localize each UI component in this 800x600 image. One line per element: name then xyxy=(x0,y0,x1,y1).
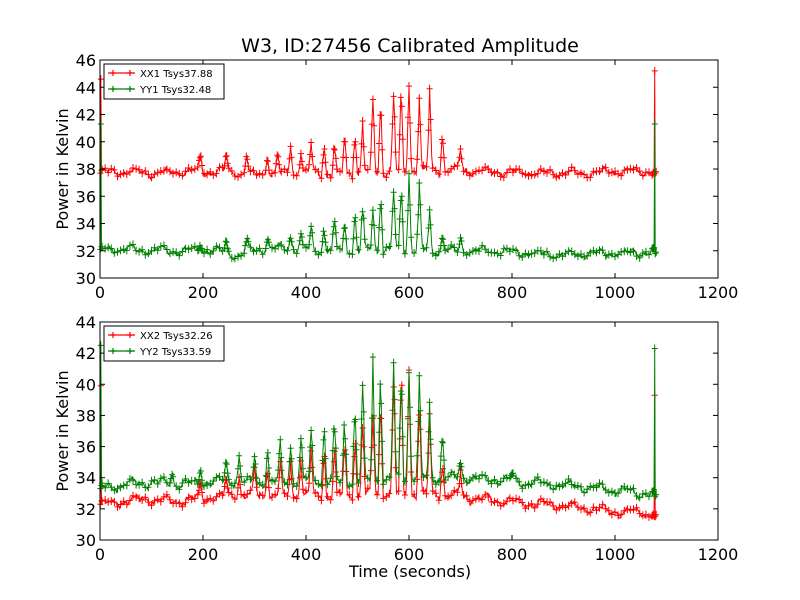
bottom-y-tick-label: 42 xyxy=(76,344,96,363)
bottom-x-tick-label: 800 xyxy=(497,545,528,564)
bottom-y-tick-label: 36 xyxy=(76,438,96,457)
bottom-legend: XX2 Tsys32.26 YY2 Tsys33.59 xyxy=(103,325,225,362)
top-y-tick-label: 40 xyxy=(76,133,96,152)
bottom-legend-box xyxy=(103,325,225,362)
top-y-tick-label: 32 xyxy=(76,242,96,261)
bottom-legend-label-yy2: YY2 Tsys33.59 xyxy=(139,347,211,358)
top-legend-marker-xx1 xyxy=(110,70,133,76)
top-legend-box xyxy=(103,63,225,100)
bottom-y-tick-label: 38 xyxy=(76,406,96,425)
bottom-x-tick-label: 200 xyxy=(188,545,219,564)
top-y-axis-label: Power in Kelvin xyxy=(53,108,72,229)
top-y-tick-label: 44 xyxy=(76,78,96,97)
top-x-tick-label: 800 xyxy=(497,283,528,302)
bottom-y-tick-label: 40 xyxy=(76,375,96,394)
top-x-tick-label: 200 xyxy=(188,283,219,302)
bottom-x-axis-label: Time (seconds) xyxy=(348,562,471,581)
top-x-tick-label: 400 xyxy=(291,283,322,302)
top-legend-label-xx1: XX1 Tsys37.88 xyxy=(140,69,213,80)
bottom-y-tick-label: 32 xyxy=(76,500,96,519)
top-legend-label-yy1: YY1 Tsys32.48 xyxy=(139,85,211,96)
top-y-tick-label: 30 xyxy=(76,269,96,288)
top-y-tick-label: 46 xyxy=(76,51,96,70)
bottom-axes: 0 200 400 600 800 1000 1200 30 32 34 36 38 40 42 44 xyxy=(76,313,739,564)
bottom-x-tick-label: 1000 xyxy=(595,545,636,564)
top-legend: XX1 Tsys37.88 YY1 Tsys32.48 xyxy=(103,63,225,100)
bottom-legend-marker-yy2 xyxy=(110,348,133,354)
bottom-y-axis-label: Power in Kelvin xyxy=(53,370,72,491)
top-legend-marker-yy1 xyxy=(110,86,133,92)
top-series-group xyxy=(97,66,660,263)
bottom-x-tick-label: 400 xyxy=(291,545,322,564)
top-x-tick-label: 1000 xyxy=(595,283,636,302)
top-x-tick-label: 1200 xyxy=(698,283,739,302)
bottom-y-tick-label: 34 xyxy=(76,469,96,488)
top-y-tick-label: 38 xyxy=(76,160,96,179)
bottom-x-tick-label: 0 xyxy=(95,545,105,564)
top-x-tick-label: 600 xyxy=(394,283,425,302)
bottom-y-tick-label: 44 xyxy=(76,313,96,332)
chart-title: W3, ID:27456 Calibrated Amplitude xyxy=(241,35,579,57)
bottom-x-tick-label: 600 xyxy=(394,545,425,564)
bottom-legend-label-xx2: XX2 Tsys32.26 xyxy=(140,331,213,342)
bottom-y-tick-label: 30 xyxy=(76,531,96,550)
bottom-legend-marker-xx2 xyxy=(110,332,133,338)
top-y-tick-label: 34 xyxy=(76,215,96,234)
top-x-tick-label: 0 xyxy=(95,283,105,302)
top-y-tick-label: 36 xyxy=(76,187,96,206)
bottom-x-tick-label: 1200 xyxy=(698,545,739,564)
top-y-tick-label: 42 xyxy=(76,106,96,125)
top-axes: 0 200 400 600 800 1000 1200 30 32 34 36 38 40 42 44 46 xyxy=(76,51,739,302)
